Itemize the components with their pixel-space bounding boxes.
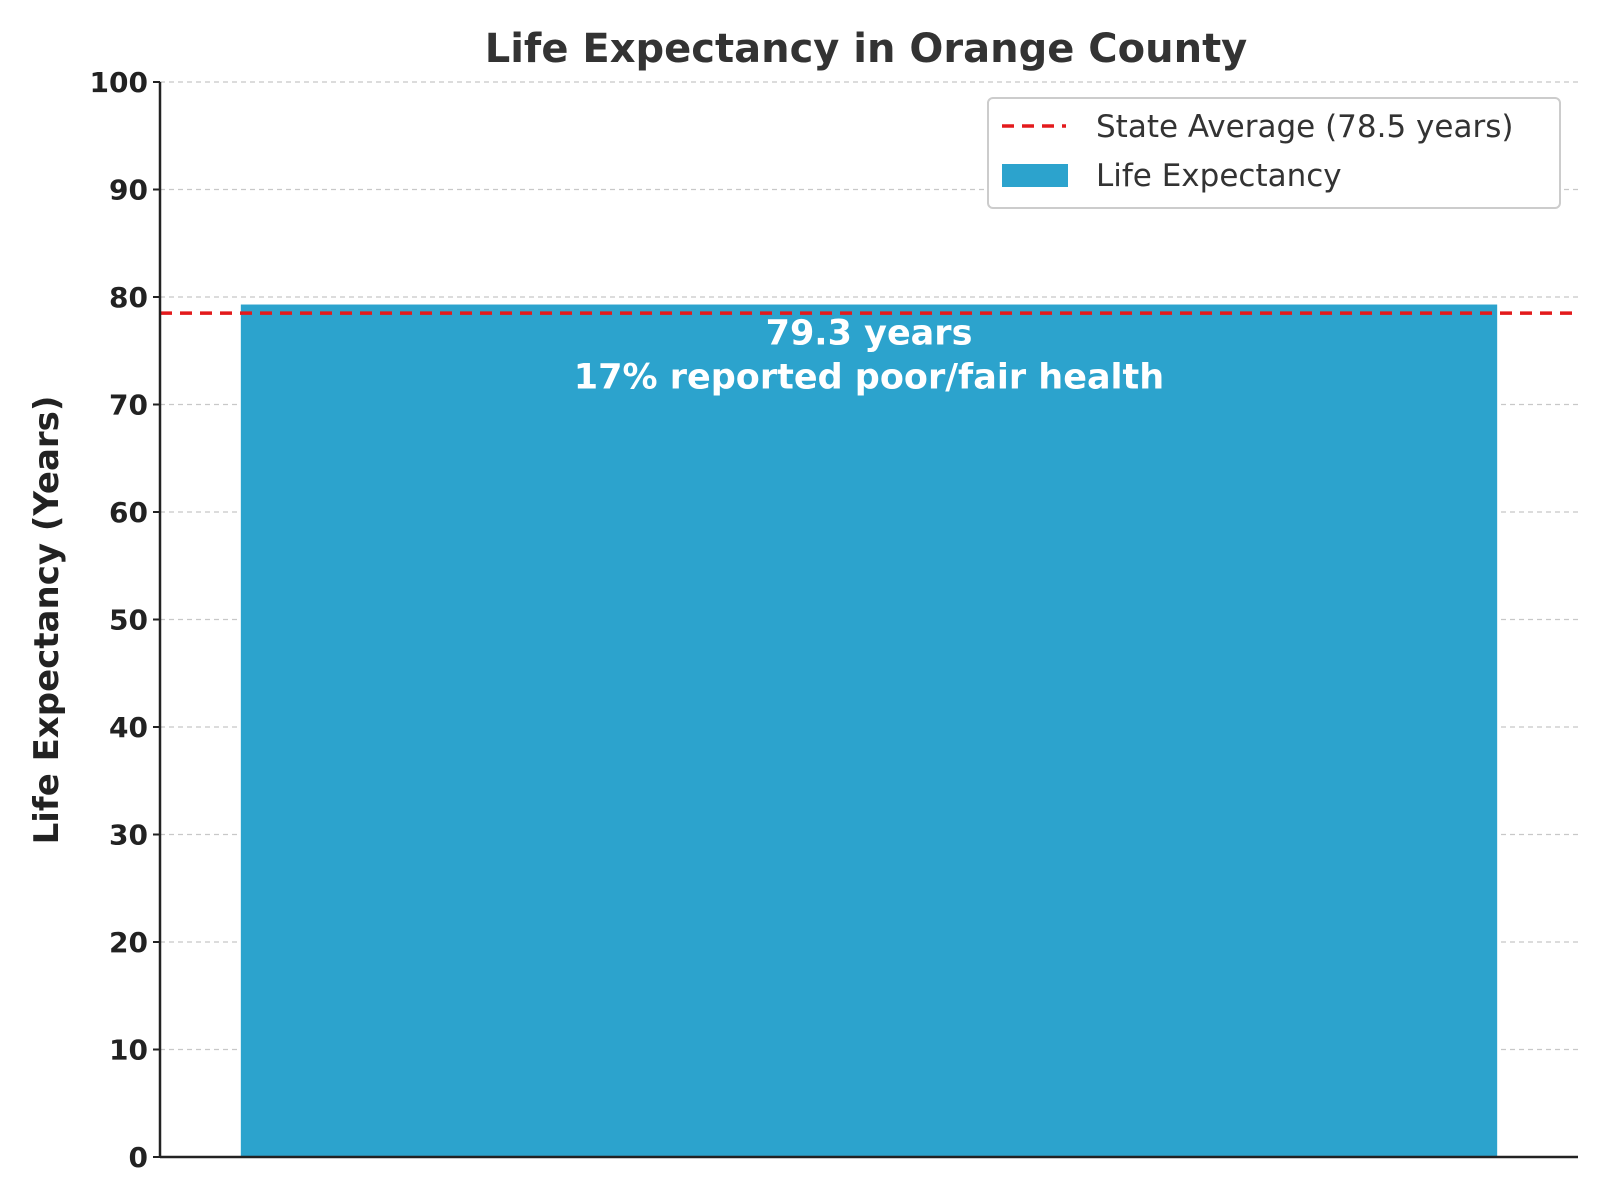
y-tick-label-50: 50 xyxy=(109,604,148,637)
axes: 0 10 20 30 40 50 60 70 80 90 100 xyxy=(90,66,1578,1174)
y-tick-label-80: 80 xyxy=(109,281,148,314)
legend-box xyxy=(987,97,1561,209)
legend: State Average (78.5 years) Life Expectan… xyxy=(987,97,1561,209)
y-tick-label-40: 40 xyxy=(109,711,148,744)
bars xyxy=(240,304,1498,1157)
y-tick-label-70: 70 xyxy=(109,389,148,422)
y-tick-label-100: 100 xyxy=(90,66,148,99)
y-tick-label-10: 10 xyxy=(109,1034,148,1067)
bar-life-expectancy xyxy=(240,304,1498,1157)
legend-label-state-average: State Average (78.5 years) xyxy=(1096,109,1513,145)
y-tick-label-60: 60 xyxy=(109,496,148,529)
y-tick-label-0: 0 xyxy=(129,1141,148,1174)
y-tick-label-20: 20 xyxy=(109,926,148,959)
bar-data-label-2: 17% reported poor/fair health xyxy=(574,358,1164,398)
y-tick-label-90: 90 xyxy=(109,174,148,207)
y-axis-label: Life Expectancy (Years) xyxy=(27,396,67,845)
legend-label-life-expectancy: Life Expectancy xyxy=(1096,158,1342,194)
chart-title: Life Expectancy in Orange County xyxy=(485,26,1248,72)
legend-bar-swatch xyxy=(1002,164,1068,187)
bar-data-label-1: 79.3 years xyxy=(766,314,973,354)
y-tick-label-30: 30 xyxy=(109,819,148,852)
